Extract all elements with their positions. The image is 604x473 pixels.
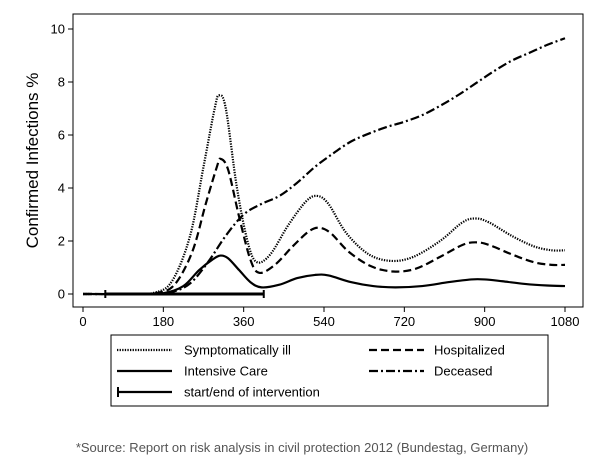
- series-line-deceased: [82, 37, 566, 296]
- y-tick-label: 0: [58, 287, 65, 302]
- y-tick-label: 2: [58, 234, 65, 249]
- y-tick-label: 10: [51, 22, 65, 37]
- legend-label-intensive-care: Intensive Care: [184, 364, 268, 379]
- chart: 0 2 4 6 8 10 0 180 360 540 720 900 1080 Confirmed Inf…: [23, 13, 584, 407]
- y-axis-label: Confirmed Infections %: [23, 73, 42, 249]
- plot-frame: [72, 13, 584, 308]
- x-tick-label: 720: [393, 314, 415, 329]
- y-tick-label: 8: [58, 75, 65, 90]
- legend-box: [110, 334, 549, 407]
- legend-label-symptomatically-ill: Symptomatically ill: [184, 343, 291, 358]
- source-note: *Source: Report on risk analysis in civi…: [75, 440, 529, 455]
- x-tick-label: 0: [79, 314, 86, 329]
- x-tick-label: 900: [474, 314, 496, 329]
- series-line-symptomatically-ill: [82, 94, 566, 296]
- y-tick-label: 6: [58, 128, 65, 143]
- series-layer: [82, 37, 566, 298]
- x-tick-label: 180: [152, 314, 174, 329]
- legend-label-hospitalized: Hospitalized: [434, 343, 505, 358]
- y-tick-label: 4: [58, 181, 65, 196]
- legend: Symptomatically ill Hospitalized Intensive…: [110, 334, 549, 407]
- legend-label-start-end-of-intervention: start/end of intervention: [184, 385, 320, 400]
- x-tick-label: 360: [233, 314, 255, 329]
- x-tick-label: 540: [313, 314, 335, 329]
- series-line-intensive-care: [82, 254, 566, 296]
- legend-label-deceased: Deceased: [434, 364, 493, 379]
- axes: 0 2 4 6 8 10 0 180 360 540 720 900 1080 Confirmed Inf…: [23, 13, 584, 329]
- x-tick-label: 1080: [551, 314, 580, 329]
